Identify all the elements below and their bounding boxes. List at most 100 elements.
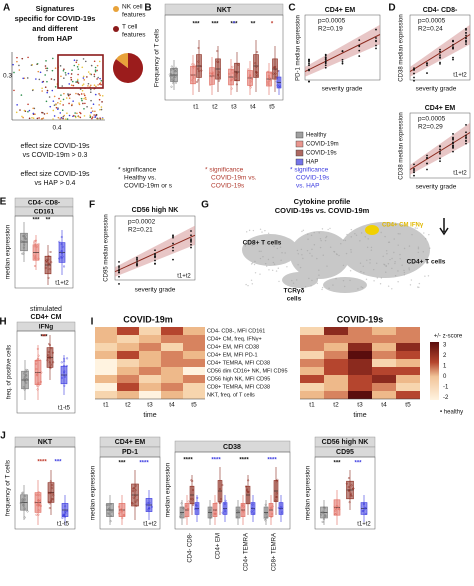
label: 2 <box>443 353 447 359</box>
heatmap-cell <box>324 375 348 383</box>
point <box>365 512 368 515</box>
label: CD4+ EM <box>115 439 146 446</box>
point <box>37 242 40 245</box>
cell-dot <box>376 262 378 265</box>
point <box>86 105 88 108</box>
point <box>94 66 97 69</box>
cell-dot <box>310 234 313 237</box>
point <box>247 479 250 482</box>
cell-dot <box>301 254 303 256</box>
point <box>86 76 88 78</box>
point <box>109 514 112 517</box>
point <box>89 91 92 94</box>
point <box>190 497 193 500</box>
cell-dot <box>350 251 352 253</box>
label: * significance <box>205 167 244 174</box>
point <box>211 72 214 75</box>
point <box>77 82 80 84</box>
cell-dot <box>346 233 348 236</box>
label: Healthy <box>306 133 326 139</box>
point <box>81 84 84 87</box>
point <box>12 63 14 66</box>
point <box>150 505 153 508</box>
point <box>209 84 212 87</box>
point <box>46 112 48 115</box>
panel-title: specific for COVID-19s <box>15 14 96 23</box>
heatmap-cell <box>183 335 205 343</box>
label: 3 <box>443 343 447 349</box>
point <box>97 76 99 79</box>
cluster-blob <box>242 234 298 266</box>
heatmap-cell <box>396 367 420 375</box>
point <box>60 94 62 96</box>
heatmap-cell <box>117 383 139 391</box>
point <box>267 83 270 86</box>
point <box>136 258 138 260</box>
point <box>63 370 66 373</box>
point <box>439 57 441 59</box>
point <box>98 60 101 63</box>
point <box>50 347 53 350</box>
panel-label: A <box>3 3 10 14</box>
cell-dot <box>299 266 302 269</box>
significance-star: **** <box>139 461 149 467</box>
point <box>191 63 194 66</box>
heatmap-cell <box>183 383 205 391</box>
point <box>192 66 195 69</box>
cell-dot <box>276 247 279 250</box>
panel-title: and different <box>32 24 78 33</box>
point <box>13 71 15 74</box>
point <box>363 506 366 509</box>
point <box>172 258 174 261</box>
point <box>118 275 120 278</box>
cell-dot <box>394 262 396 265</box>
point <box>26 510 29 513</box>
label: COVID-19m or s <box>124 183 173 190</box>
point <box>48 344 51 347</box>
label: t1-t5 <box>57 522 70 528</box>
point <box>426 168 428 171</box>
cell-dot <box>360 232 363 234</box>
point <box>275 80 278 83</box>
label: t1 <box>193 104 199 111</box>
point <box>465 142 467 145</box>
cell-dot <box>310 285 312 287</box>
heatmap-cell <box>300 359 324 367</box>
point <box>82 77 85 79</box>
x-tick-label: t1 <box>309 402 315 409</box>
heatmap-cell <box>117 343 139 351</box>
point <box>73 114 75 117</box>
label: vs COVID-19m > 0.3 <box>23 152 88 159</box>
label: 1 <box>443 364 447 370</box>
point <box>362 503 365 506</box>
heatmap-cell <box>95 335 117 343</box>
point <box>426 156 428 159</box>
point <box>101 117 104 120</box>
point <box>190 234 192 237</box>
point <box>63 384 66 387</box>
point <box>118 261 120 263</box>
point <box>63 92 65 95</box>
point <box>35 504 38 507</box>
cell-dot <box>264 229 266 232</box>
point <box>134 489 137 492</box>
point <box>335 504 338 507</box>
point <box>308 58 310 61</box>
point <box>333 505 336 508</box>
x-tick-label: t3 <box>357 402 363 409</box>
cell-dot <box>300 248 303 251</box>
point <box>135 504 138 507</box>
point <box>68 83 71 85</box>
point <box>23 516 26 519</box>
point <box>77 93 79 95</box>
label: CD4+ TEMRA, MFI CD38 <box>207 360 270 366</box>
point <box>50 261 53 264</box>
cell-dot <box>250 263 253 265</box>
point <box>231 71 234 74</box>
point <box>36 501 39 504</box>
point <box>348 501 351 504</box>
point <box>52 118 54 120</box>
point <box>63 364 66 367</box>
point <box>136 256 138 259</box>
point <box>22 235 25 238</box>
